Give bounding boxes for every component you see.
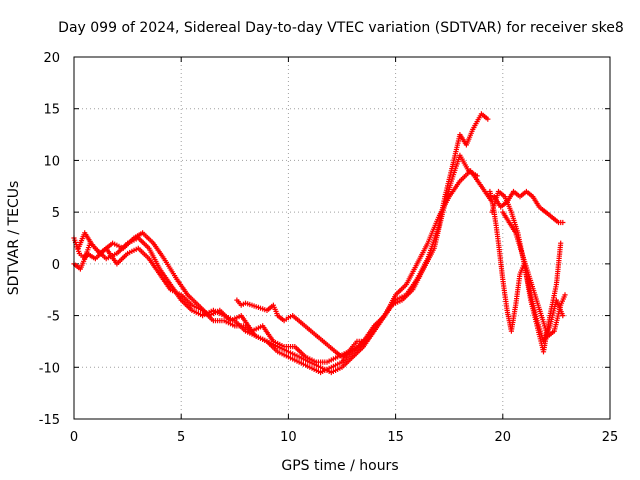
data-point-marks: [75, 152, 480, 365]
data-point-marks: [71, 168, 495, 376]
x-tick-label: 20: [495, 430, 512, 445]
series-trace-c: [75, 152, 480, 365]
y-tick-label: 20: [43, 51, 60, 66]
tick-layer: 0 5 10 15 20 25 -15 -10 -5 0 5 10 15 20: [39, 51, 619, 445]
y-tick-label: 15: [43, 103, 60, 118]
x-tick-label: 5: [177, 430, 185, 445]
y-tick-label: -10: [39, 361, 60, 376]
y-tick-label: 0: [52, 258, 60, 273]
series-trace-f: [491, 188, 566, 226]
plot-frame: [73, 56, 611, 420]
x-axis-label: GPS time / hours: [281, 458, 398, 474]
data-point-marks: [491, 188, 566, 226]
y-tick-label: 10: [43, 154, 60, 169]
x-tick-label: 25: [602, 430, 619, 445]
x-tick-label: 10: [280, 430, 297, 445]
data-layer: [71, 111, 568, 376]
y-tick-label: -15: [39, 413, 60, 428]
y-axis-label: SDTVAR / TECUs: [6, 181, 22, 296]
series-trace-b: [71, 168, 495, 376]
data-point-marks: [234, 297, 366, 360]
x-tick-label: 0: [70, 430, 78, 445]
series-trace-g: [500, 209, 568, 339]
y-tick-label: 5: [52, 206, 60, 221]
x-tick-label: 15: [387, 430, 404, 445]
data-point-marks: [500, 209, 568, 339]
y-tick-label: -5: [47, 310, 60, 325]
series-trace-h: [234, 297, 366, 360]
chart-title: Day 099 of 2024, Sidereal Day-to-day VTE…: [58, 20, 624, 36]
